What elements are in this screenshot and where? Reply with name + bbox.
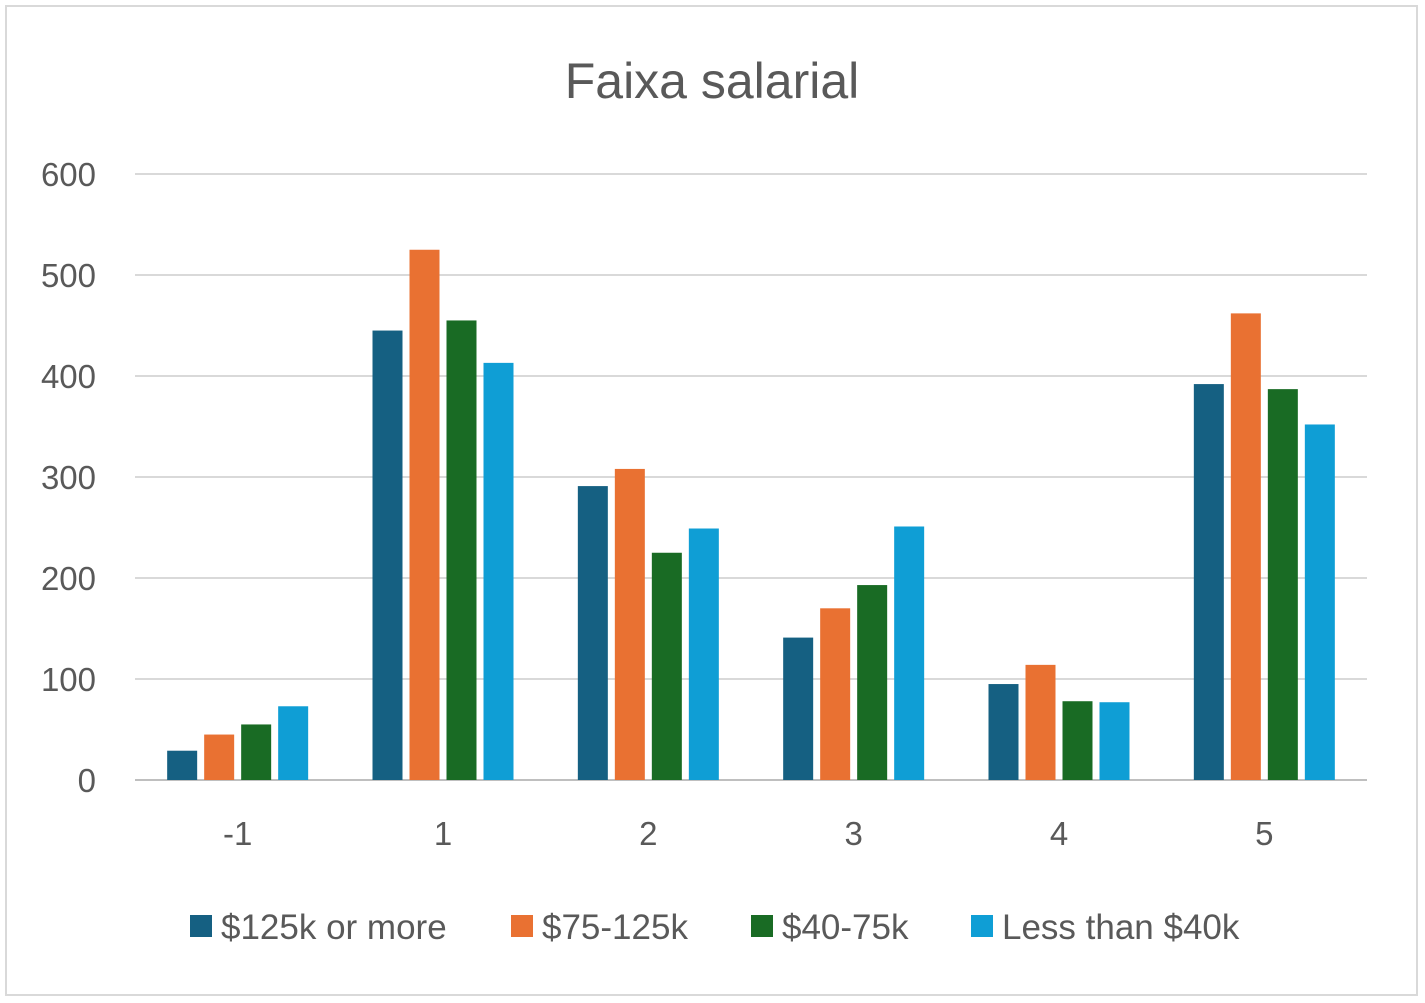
y-tick-label: 500 [41,257,96,294]
legend-label-2: $40-75k [782,908,909,947]
y-tick-label: 100 [41,661,96,698]
chart-frame [5,5,1418,996]
bar-1-series-1 [409,249,440,780]
bar-2-series-3 [688,528,719,780]
bar--1-series-3 [278,706,309,780]
bar--1-series-1 [204,734,235,780]
bar-4-series-0 [988,684,1019,780]
y-tick-label: 400 [41,358,96,395]
bar-1-series-2 [446,320,477,780]
bar-5-series-1 [1230,313,1261,780]
legend-label-1: $75-125k [542,908,688,947]
bar-5-series-0 [1193,384,1224,780]
chart-title: Faixa salarial [565,53,860,109]
bar-1-series-0 [372,330,403,780]
bar-4-series-2 [1062,701,1093,780]
x-tick-label: 3 [844,815,862,852]
bar-2-series-2 [651,552,682,780]
legend-swatch-2 [751,915,773,937]
y-tick-label: 200 [41,560,96,597]
x-tick-label: 4 [1050,815,1068,852]
legend: $125k or more $75-125k $40-75k Less than $4… [190,908,1240,947]
bar-3-series-2 [857,585,888,780]
bar--1-series-2 [241,724,272,780]
bar--1-series-0 [167,750,198,780]
y-tick-label: 300 [41,459,96,496]
x-tick-label: 2 [639,815,657,852]
x-tick-label: 5 [1255,815,1273,852]
legend-label-3: Less than $40k [1002,908,1240,947]
bars [167,249,1335,780]
bar-1-series-3 [483,362,514,780]
bar-3-series-0 [783,637,814,780]
y-tick-label: 0 [78,762,96,799]
legend-swatch-3 [971,915,993,937]
x-tick-label: -1 [223,815,252,852]
gridlines [135,173,1367,781]
bar-5-series-2 [1267,389,1298,780]
legend-swatch-1 [511,915,533,937]
bar-3-series-1 [820,608,851,780]
bar-3-series-3 [894,526,925,780]
legend-label-0: $125k or more [221,908,447,947]
bar-2-series-1 [614,468,645,780]
y-tick-label: 600 [41,156,96,193]
bar-2-series-0 [577,486,608,780]
bar-4-series-1 [1025,664,1056,780]
y-axis-ticks: 0 100 200 300 400 500 600 [41,156,96,799]
bar-4-series-3 [1099,702,1130,780]
bar-5-series-3 [1304,424,1335,780]
x-tick-label: 1 [434,815,452,852]
legend-swatch-0 [190,915,212,937]
x-axis-ticks: -1 1 2 3 4 5 [223,815,1274,852]
